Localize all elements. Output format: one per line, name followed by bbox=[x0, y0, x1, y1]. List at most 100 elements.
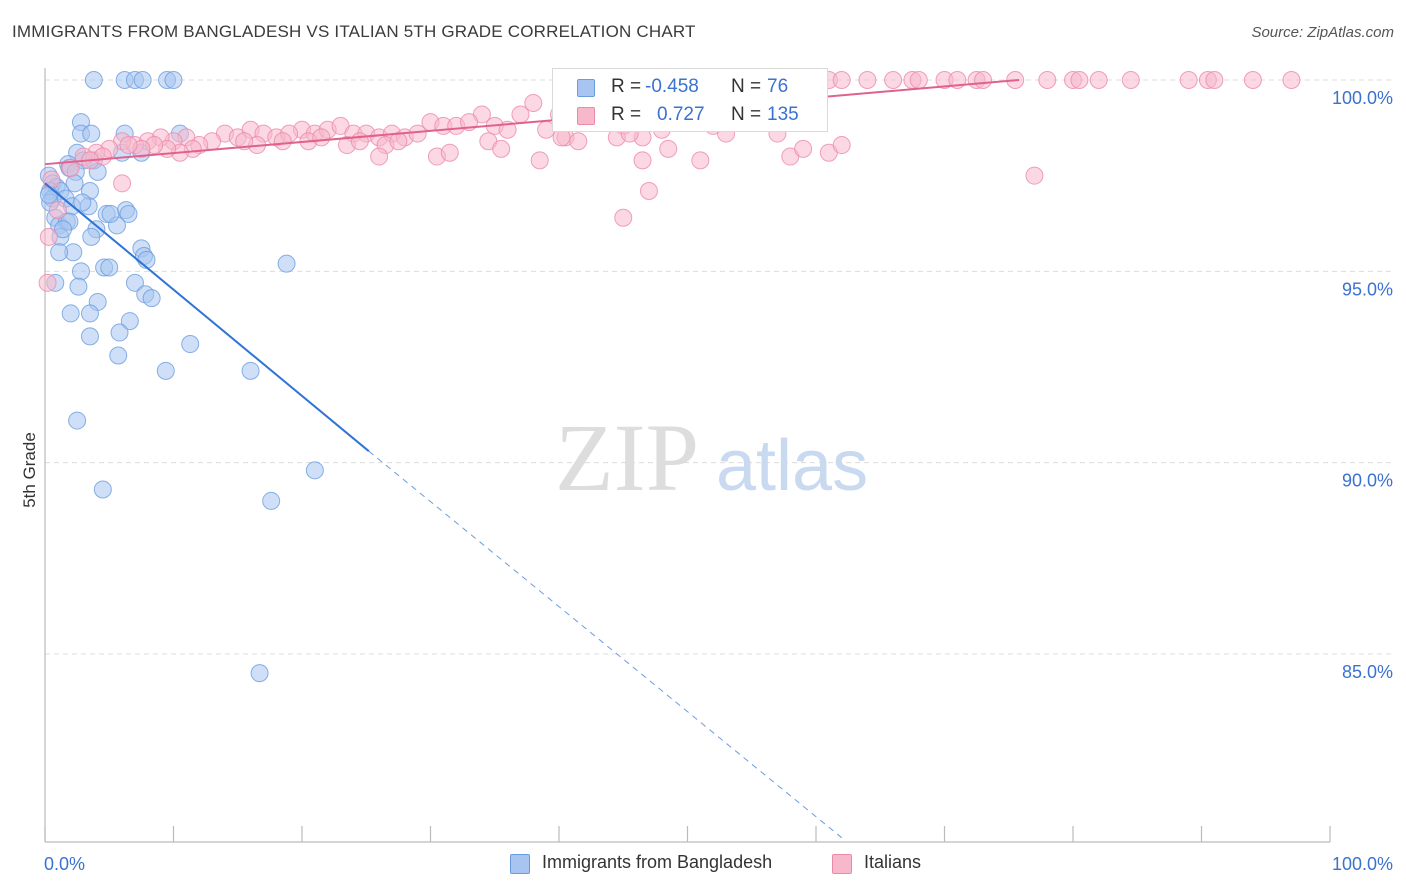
point-italians bbox=[440, 143, 459, 162]
point-bangladesh bbox=[305, 461, 324, 480]
point-italians bbox=[659, 139, 678, 158]
point-italians bbox=[350, 132, 369, 151]
point-italians bbox=[273, 132, 292, 151]
point-italians bbox=[389, 132, 408, 151]
point-italians bbox=[408, 124, 427, 143]
point-bangladesh bbox=[125, 273, 144, 292]
legend-swatch-bangladesh bbox=[577, 79, 595, 97]
point-bangladesh bbox=[133, 71, 152, 89]
point-italians bbox=[1282, 71, 1301, 89]
point-italians bbox=[38, 273, 57, 292]
point-bangladesh bbox=[119, 204, 138, 223]
grid-lines bbox=[45, 79, 1395, 655]
point-bangladesh bbox=[69, 277, 88, 296]
point-bangladesh bbox=[73, 193, 92, 212]
tick-labels: 85.0% 90.0% 95.0% 100.0% 0.0% 100.0% bbox=[44, 88, 1393, 874]
point-italians bbox=[235, 132, 254, 151]
point-bangladesh bbox=[109, 346, 128, 365]
legend-n-value: 135 bbox=[767, 104, 799, 125]
y-tick-label: 85.0% bbox=[1342, 662, 1393, 682]
source-credit: Source: ZipAtlas.com bbox=[1251, 24, 1394, 41]
point-italians bbox=[614, 208, 633, 227]
point-bangladesh bbox=[250, 664, 269, 683]
point-bangladesh bbox=[65, 174, 84, 193]
point-bangladesh bbox=[68, 411, 87, 430]
point-bangladesh bbox=[181, 335, 200, 354]
legend-label-bangladesh: Immigrants from Bangladesh bbox=[542, 852, 773, 872]
watermark: ZIP atlas bbox=[555, 404, 868, 511]
x-tick-label: 0.0% bbox=[44, 854, 85, 874]
legend-row-bangladesh: R = -0.458 N = 76 bbox=[553, 73, 827, 101]
watermark-zip: ZIP bbox=[555, 404, 699, 511]
legend-swatch-italians bbox=[832, 854, 852, 874]
point-italians bbox=[524, 93, 543, 112]
point-italians bbox=[974, 71, 993, 89]
point-bangladesh bbox=[241, 361, 260, 380]
axes bbox=[44, 68, 1331, 843]
point-italians bbox=[832, 136, 851, 155]
point-bangladesh bbox=[82, 227, 101, 246]
point-italians bbox=[794, 139, 813, 158]
point-italians bbox=[1121, 71, 1140, 89]
watermark-atlas: atlas bbox=[716, 426, 868, 506]
point-bangladesh bbox=[93, 480, 112, 499]
legend-n-label: N = bbox=[731, 104, 762, 125]
point-bangladesh bbox=[142, 289, 161, 308]
point-bangladesh bbox=[110, 323, 129, 342]
trend-italians bbox=[44, 79, 1020, 166]
point-italians bbox=[858, 71, 877, 89]
point-italians bbox=[370, 147, 389, 166]
point-bangladesh bbox=[80, 304, 99, 323]
point-italians bbox=[1205, 71, 1224, 89]
point-italians bbox=[1038, 71, 1057, 89]
point-bangladesh bbox=[120, 312, 139, 331]
legend-swatch-bangladesh bbox=[510, 854, 530, 874]
y-tick-label: 100.0% bbox=[1332, 88, 1393, 108]
point-bangladesh bbox=[39, 185, 58, 204]
point-italians bbox=[633, 151, 652, 170]
legend-swatch-italians bbox=[577, 107, 595, 125]
x-tick-label: 100.0% bbox=[1332, 854, 1393, 874]
point-italians bbox=[884, 71, 903, 89]
legend-r-value: -0.458 bbox=[645, 76, 699, 97]
y-axis-label: 5th Grade bbox=[20, 432, 39, 508]
point-italians bbox=[691, 151, 710, 170]
y-tick-label: 95.0% bbox=[1342, 279, 1393, 299]
point-italians bbox=[1179, 71, 1198, 89]
point-italians bbox=[909, 71, 928, 89]
legend-r-value: 0.727 bbox=[657, 104, 705, 125]
data-points bbox=[38, 71, 1301, 683]
point-italians bbox=[832, 71, 851, 89]
trend-lines bbox=[44, 79, 1020, 839]
point-italians bbox=[312, 128, 331, 147]
point-bangladesh bbox=[50, 243, 69, 262]
trend-bangladesh-dashed bbox=[368, 450, 843, 839]
legend-r-label: R = bbox=[611, 76, 642, 97]
point-italians bbox=[119, 136, 138, 155]
legend-label-italians: Italians bbox=[864, 852, 922, 872]
point-italians bbox=[639, 181, 658, 200]
legend-n-value: 76 bbox=[767, 76, 789, 97]
point-bangladesh bbox=[80, 327, 99, 346]
point-italians bbox=[492, 139, 511, 158]
point-bangladesh bbox=[61, 304, 80, 323]
point-italians bbox=[511, 105, 530, 124]
point-bangladesh bbox=[100, 258, 119, 277]
point-bangladesh bbox=[71, 262, 90, 281]
correlation-legend: R = -0.458 N = 76 R = 0.727 N = 135 bbox=[552, 68, 828, 132]
point-bangladesh bbox=[156, 361, 175, 380]
point-bangladesh bbox=[82, 124, 101, 143]
legend-row-italians: R = 0.727 N = 135 bbox=[553, 101, 827, 129]
chart-title: IMMIGRANTS FROM BANGLADESH VS ITALIAN 5T… bbox=[12, 22, 696, 41]
point-italians bbox=[1070, 71, 1089, 89]
point-italians bbox=[48, 201, 67, 220]
point-italians bbox=[42, 170, 61, 189]
point-italians bbox=[1025, 166, 1044, 185]
point-italians bbox=[1243, 71, 1262, 89]
point-bangladesh bbox=[53, 220, 72, 239]
legend-n-label: N = bbox=[731, 76, 762, 97]
legend-r-label: R = bbox=[611, 104, 642, 125]
point-bangladesh bbox=[101, 204, 120, 223]
point-italians bbox=[1089, 71, 1108, 89]
point-italians bbox=[569, 132, 588, 151]
